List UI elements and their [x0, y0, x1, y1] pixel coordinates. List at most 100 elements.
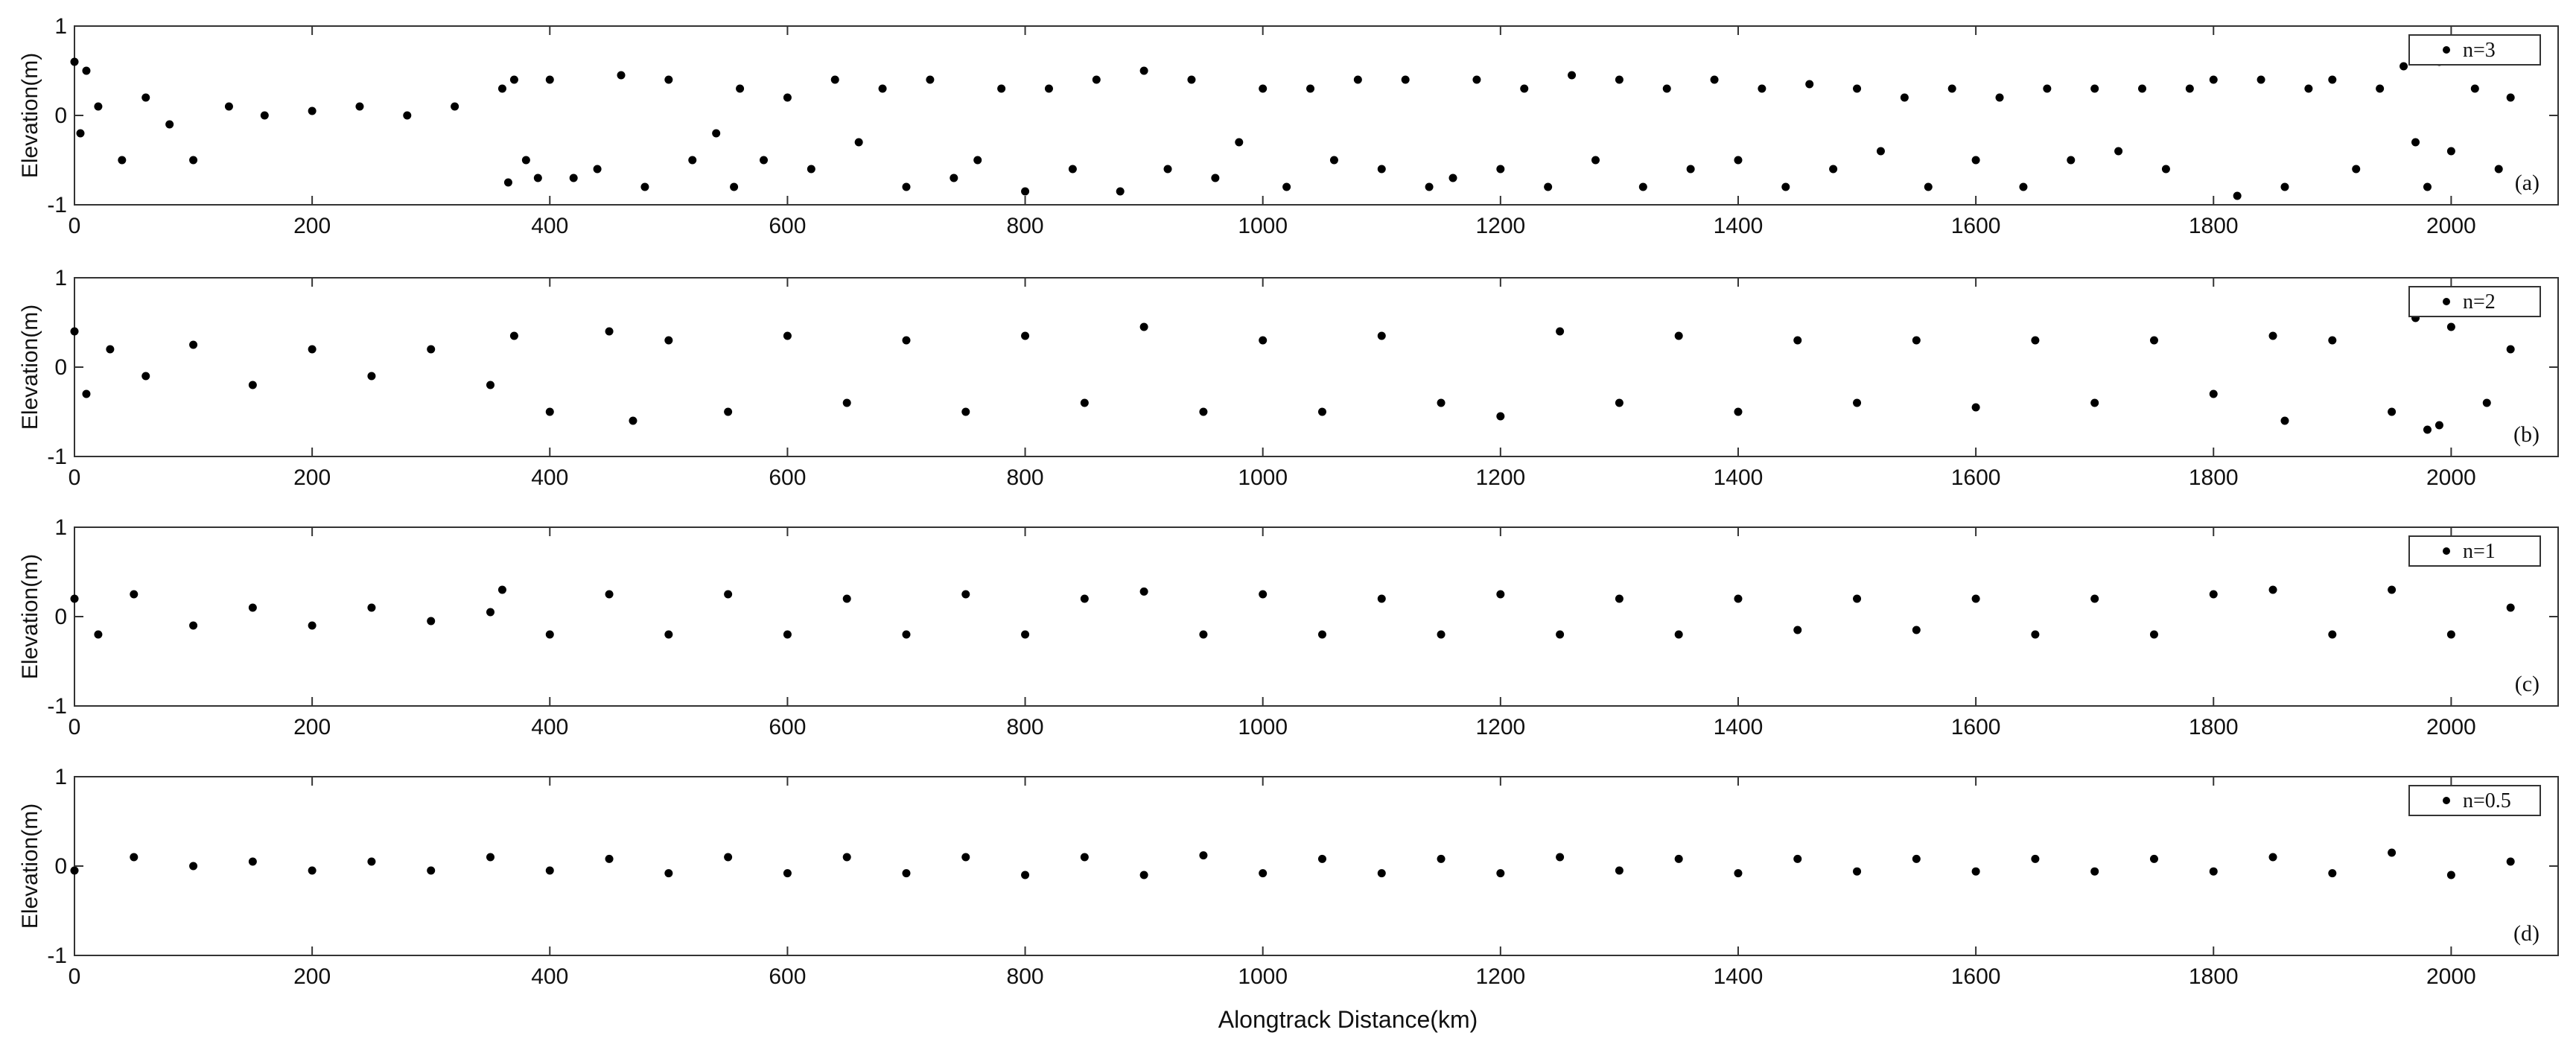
data-point	[724, 407, 733, 416]
data-point	[1615, 75, 1623, 84]
x-tick-label: 1200	[1475, 214, 1525, 238]
legend-marker	[2443, 46, 2450, 54]
data-point	[830, 75, 839, 84]
x-tick-label: 2000	[2426, 964, 2476, 989]
data-points	[70, 585, 2515, 639]
y-tick-label: 0	[54, 355, 67, 380]
data-point	[783, 331, 792, 340]
data-point	[2352, 165, 2361, 174]
data-point	[248, 381, 257, 389]
data-point	[997, 84, 1006, 93]
data-point	[2257, 75, 2265, 84]
x-tick-label: 1800	[2189, 964, 2239, 989]
data-point	[545, 75, 554, 84]
scatter-panel: 0 200 400 600 800 1000 1200 1400 1600 1800 2000-10…	[18, 266, 2559, 490]
data-point	[1496, 590, 1505, 599]
data-point	[724, 590, 733, 599]
data-point	[2280, 416, 2289, 425]
data-point	[118, 156, 127, 165]
data-point	[1021, 630, 1030, 639]
legend-marker	[2443, 797, 2450, 804]
data-point	[509, 331, 518, 340]
data-point	[1496, 869, 1505, 878]
data-point	[842, 594, 851, 603]
data-point	[2328, 336, 2337, 345]
data-point	[1199, 851, 1208, 860]
data-point	[1900, 93, 1909, 102]
x-tick-label: 1400	[1714, 465, 1764, 490]
data-point	[878, 84, 887, 93]
data-point	[1259, 84, 1268, 93]
data-point	[902, 630, 911, 639]
data-point	[973, 156, 982, 165]
data-point	[521, 156, 530, 165]
data-point	[2376, 84, 2385, 93]
data-point	[497, 84, 506, 93]
data-point	[842, 398, 851, 407]
x-tick-label: 800	[1007, 214, 1044, 238]
data-point	[1425, 182, 1434, 191]
legend-box	[2408, 785, 2541, 816]
data-point	[593, 165, 602, 174]
data-point	[1710, 75, 1719, 84]
x-tick-label: 800	[1007, 465, 1044, 490]
x-tick-label: 1200	[1475, 715, 1525, 739]
x-tick-label: 1400	[1714, 964, 1764, 989]
data-point	[736, 84, 745, 93]
data-point	[2067, 156, 2076, 165]
data-point	[1235, 138, 1244, 147]
data-point	[1947, 84, 1956, 93]
data-point	[902, 336, 911, 345]
x-tick-label: 1800	[2189, 214, 2239, 238]
data-point	[1139, 587, 1148, 596]
data-point	[2470, 84, 2479, 93]
data-point	[1282, 182, 1291, 191]
data-point	[545, 407, 554, 416]
y-tick-label: -1	[47, 445, 67, 469]
data-point	[2209, 389, 2218, 398]
data-point	[1853, 84, 1862, 93]
x-tick-label: 600	[769, 964, 806, 989]
x-tick-label: 1600	[1951, 715, 2001, 739]
x-tick-label: 400	[531, 465, 568, 490]
data-point	[1377, 165, 1386, 174]
data-point	[950, 174, 958, 182]
plot-frame	[74, 25, 2559, 206]
data-point	[1139, 66, 1148, 75]
x-tick-label: 400	[531, 214, 568, 238]
data-point	[2209, 75, 2218, 84]
data-point	[1496, 165, 1505, 174]
data-point	[1092, 75, 1101, 84]
data-point	[1971, 403, 1980, 412]
data-point	[1329, 156, 1338, 165]
y-tick-label: 1	[54, 765, 67, 789]
data-point	[617, 71, 626, 80]
data-point	[1353, 75, 1362, 84]
data-point	[2114, 147, 2123, 156]
data-point	[367, 857, 376, 866]
data-point	[355, 102, 364, 111]
data-point	[640, 182, 649, 191]
data-point	[2209, 590, 2218, 599]
data-point	[605, 327, 614, 336]
x-tick-label: 800	[1007, 715, 1044, 739]
data-point	[2388, 407, 2397, 416]
data-point	[1912, 854, 1921, 863]
data-point	[2161, 165, 2170, 174]
data-point	[842, 853, 851, 862]
data-point	[2446, 871, 2455, 879]
y-axis-label: Elevation(m)	[18, 554, 42, 679]
data-point	[688, 156, 697, 165]
data-point	[2268, 331, 2277, 340]
data-point	[1568, 71, 1577, 80]
x-tick-label: 200	[293, 214, 331, 238]
data-point	[1448, 174, 1457, 182]
data-point	[1259, 590, 1268, 599]
data-point	[1187, 75, 1196, 84]
data-point	[2233, 191, 2242, 200]
data-point	[1163, 165, 1172, 174]
data-point	[189, 156, 198, 165]
data-point	[664, 336, 673, 345]
data-point	[1080, 853, 1089, 862]
